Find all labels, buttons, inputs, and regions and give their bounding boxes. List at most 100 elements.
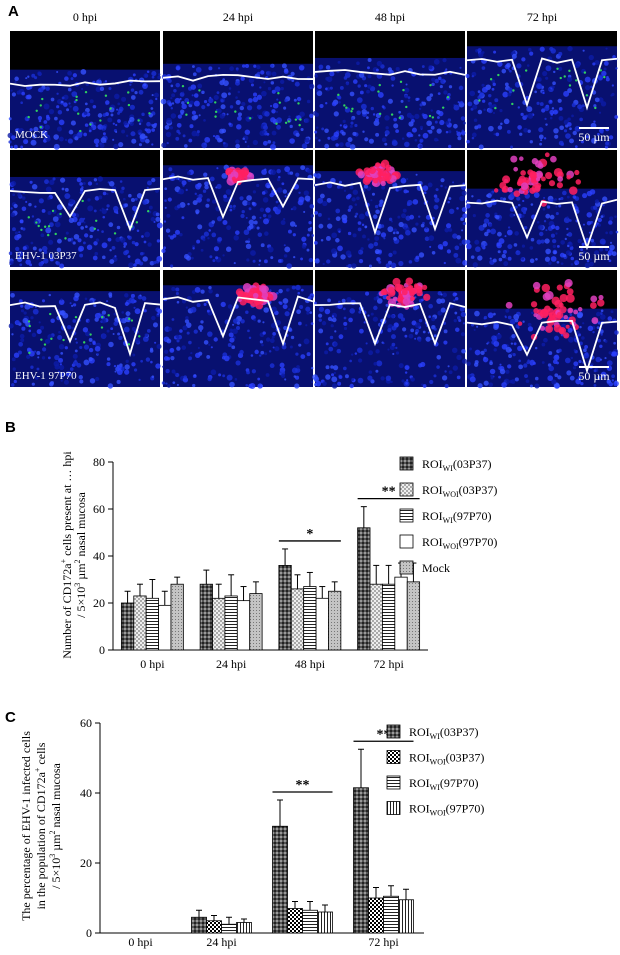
nucleus [132,73,136,77]
basement-membrane [162,295,314,347]
nucleus [144,135,148,139]
nucleus [412,305,418,311]
nucleus [179,329,183,333]
nucleus [46,116,51,121]
nucleus [462,260,468,266]
nucleus [283,106,287,110]
nucleus [366,116,369,119]
red-cell [553,168,563,177]
nucleus [448,227,453,232]
nucleus [434,137,438,142]
nucleus [222,254,225,257]
nucleus [260,350,265,355]
nucleus [118,142,124,148]
nucleus [242,200,248,206]
nucleus [155,216,161,222]
nucleus [383,237,386,240]
nucleus [176,300,180,304]
nucleus [498,375,501,379]
nucleus [487,341,490,344]
nucleus [30,139,37,146]
red-cell [517,321,523,326]
nucleus [190,256,194,260]
nucleus [345,141,351,148]
nucleus [80,69,87,75]
red-cell [396,297,402,302]
nucleus [547,375,554,382]
nucleus [93,178,98,182]
bar [383,895,399,934]
nucleus [472,214,476,218]
nucleus [93,298,96,301]
nucleus [44,124,50,130]
nucleus [422,384,427,388]
nucleus [267,214,272,219]
nucleus [288,115,291,118]
nucleus [582,250,586,254]
red-cell [409,296,415,301]
nucleus [171,369,176,374]
nucleus [513,342,517,346]
nucleus [433,327,437,331]
y-axis-label-part: / 5×10 [74,587,88,618]
nucleus [484,242,488,246]
nucleus [13,144,18,149]
nucleus [586,212,593,218]
green-cell [89,333,92,336]
nucleus [121,186,125,191]
red-cell [541,176,546,182]
nucleus [22,196,26,200]
nucleus [527,129,531,133]
nucleus [347,137,353,143]
nucleus [596,326,600,330]
nucleus [70,77,74,81]
nucleus [127,235,132,240]
nucleus [345,250,352,256]
nucleus [195,67,202,73]
nucleus [477,48,482,53]
nucleus [198,193,203,199]
nucleus [598,97,604,103]
nucleus [82,241,86,245]
nucleus [14,231,19,235]
nucleus [38,261,44,267]
nucleus [367,66,370,70]
y-axis-label-part: µm [74,563,88,583]
nucleus [206,103,210,107]
red-cell [520,182,529,190]
basement-membrane [466,320,618,374]
nucleus [599,312,603,315]
nucleus [492,82,496,87]
nucleus [150,107,154,110]
nucleus [395,66,400,72]
nucleus [525,346,528,349]
nucleus [529,359,535,366]
nucleus [97,176,104,182]
nucleus [235,143,240,149]
bar [315,597,329,651]
nucleus [30,316,34,320]
basement-membrane [314,69,466,76]
nucleus [470,255,475,259]
nucleus [582,322,585,325]
nucleus [129,104,135,110]
nucleus [599,344,603,348]
nucleus [164,206,167,209]
nucleus [503,261,509,267]
nucleus [56,92,59,95]
nucleus [290,208,293,211]
nucleus [116,225,121,230]
nucleus [111,245,116,250]
nucleus [445,121,450,125]
nucleus [436,298,442,304]
nucleus [301,244,307,249]
nucleus [452,365,459,371]
nucleus [415,222,419,226]
nucleus [517,345,523,352]
nucleus [141,296,147,301]
nucleus [266,184,271,189]
nucleus [317,197,324,204]
nucleus [59,263,65,269]
green-cell [398,116,402,120]
nucleus [124,364,130,370]
